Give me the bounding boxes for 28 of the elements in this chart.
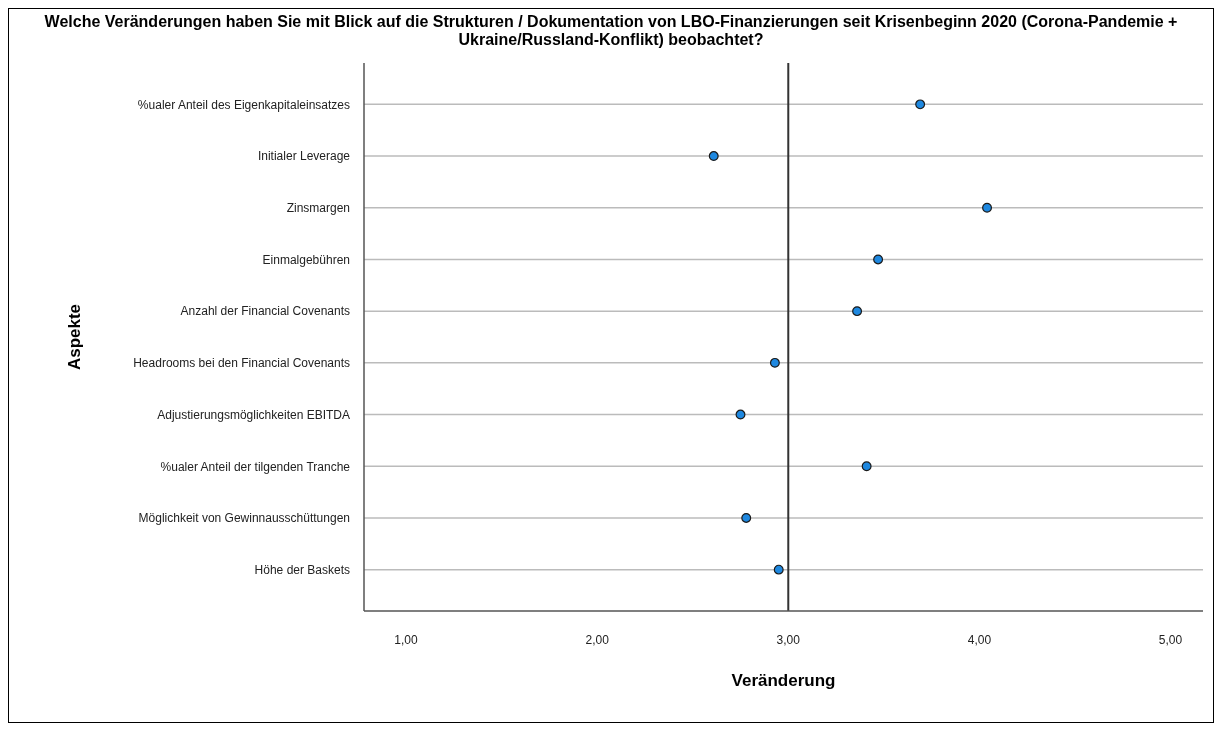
y-tick-label: Einmalgebühren [262,252,350,267]
point [773,564,784,575]
point [852,306,863,317]
x-tick-label: 4,00 [967,632,992,647]
y-tick-label: Initialer Leverage [257,149,351,164]
x-tick-label: 1,00 [394,632,419,647]
point [861,461,872,472]
x-tick-label: 3,00 [776,632,801,647]
point [708,151,719,162]
x-tick-label: 5,00 [1158,632,1183,647]
point [982,202,993,213]
y-tick-label: Headrooms bei den Financial Covenants [133,356,350,371]
x-axis-title: Veränderung [731,671,836,690]
point [735,409,746,420]
y-axis-title: Aspekte [65,303,85,371]
point [769,357,780,368]
y-tick-label: Adjustierungsmöglichkeiten EBITDA [157,407,350,422]
y-tick-label: Zinsmargen [286,201,350,216]
y-tick-label: Möglichkeit von Gewinnausschüttungen [138,511,350,526]
point [741,512,752,523]
y-tick-label: Höhe der Baskets [254,562,350,577]
point [873,254,884,265]
y-tick-label: Anzahl der Financial Covenants [180,304,350,319]
y-tick-label: %ualer Anteil des Eigenkapitaleinsatzes [137,97,350,112]
x-tick-label: 2,00 [585,632,610,647]
chart-title: Welche Veränderungen haben Sie mit Blick auf die Strukturen / Dokumentation von LBO-Finanzierungen seit Krisenbeginn 2020 (Corona-Pandemie + Ukraine/Russland-Konflikt) beobachtet? [43,12,1179,49]
point [915,99,926,110]
y-tick-label: %ualer Anteil der tilgenden Tranche [160,459,351,474]
